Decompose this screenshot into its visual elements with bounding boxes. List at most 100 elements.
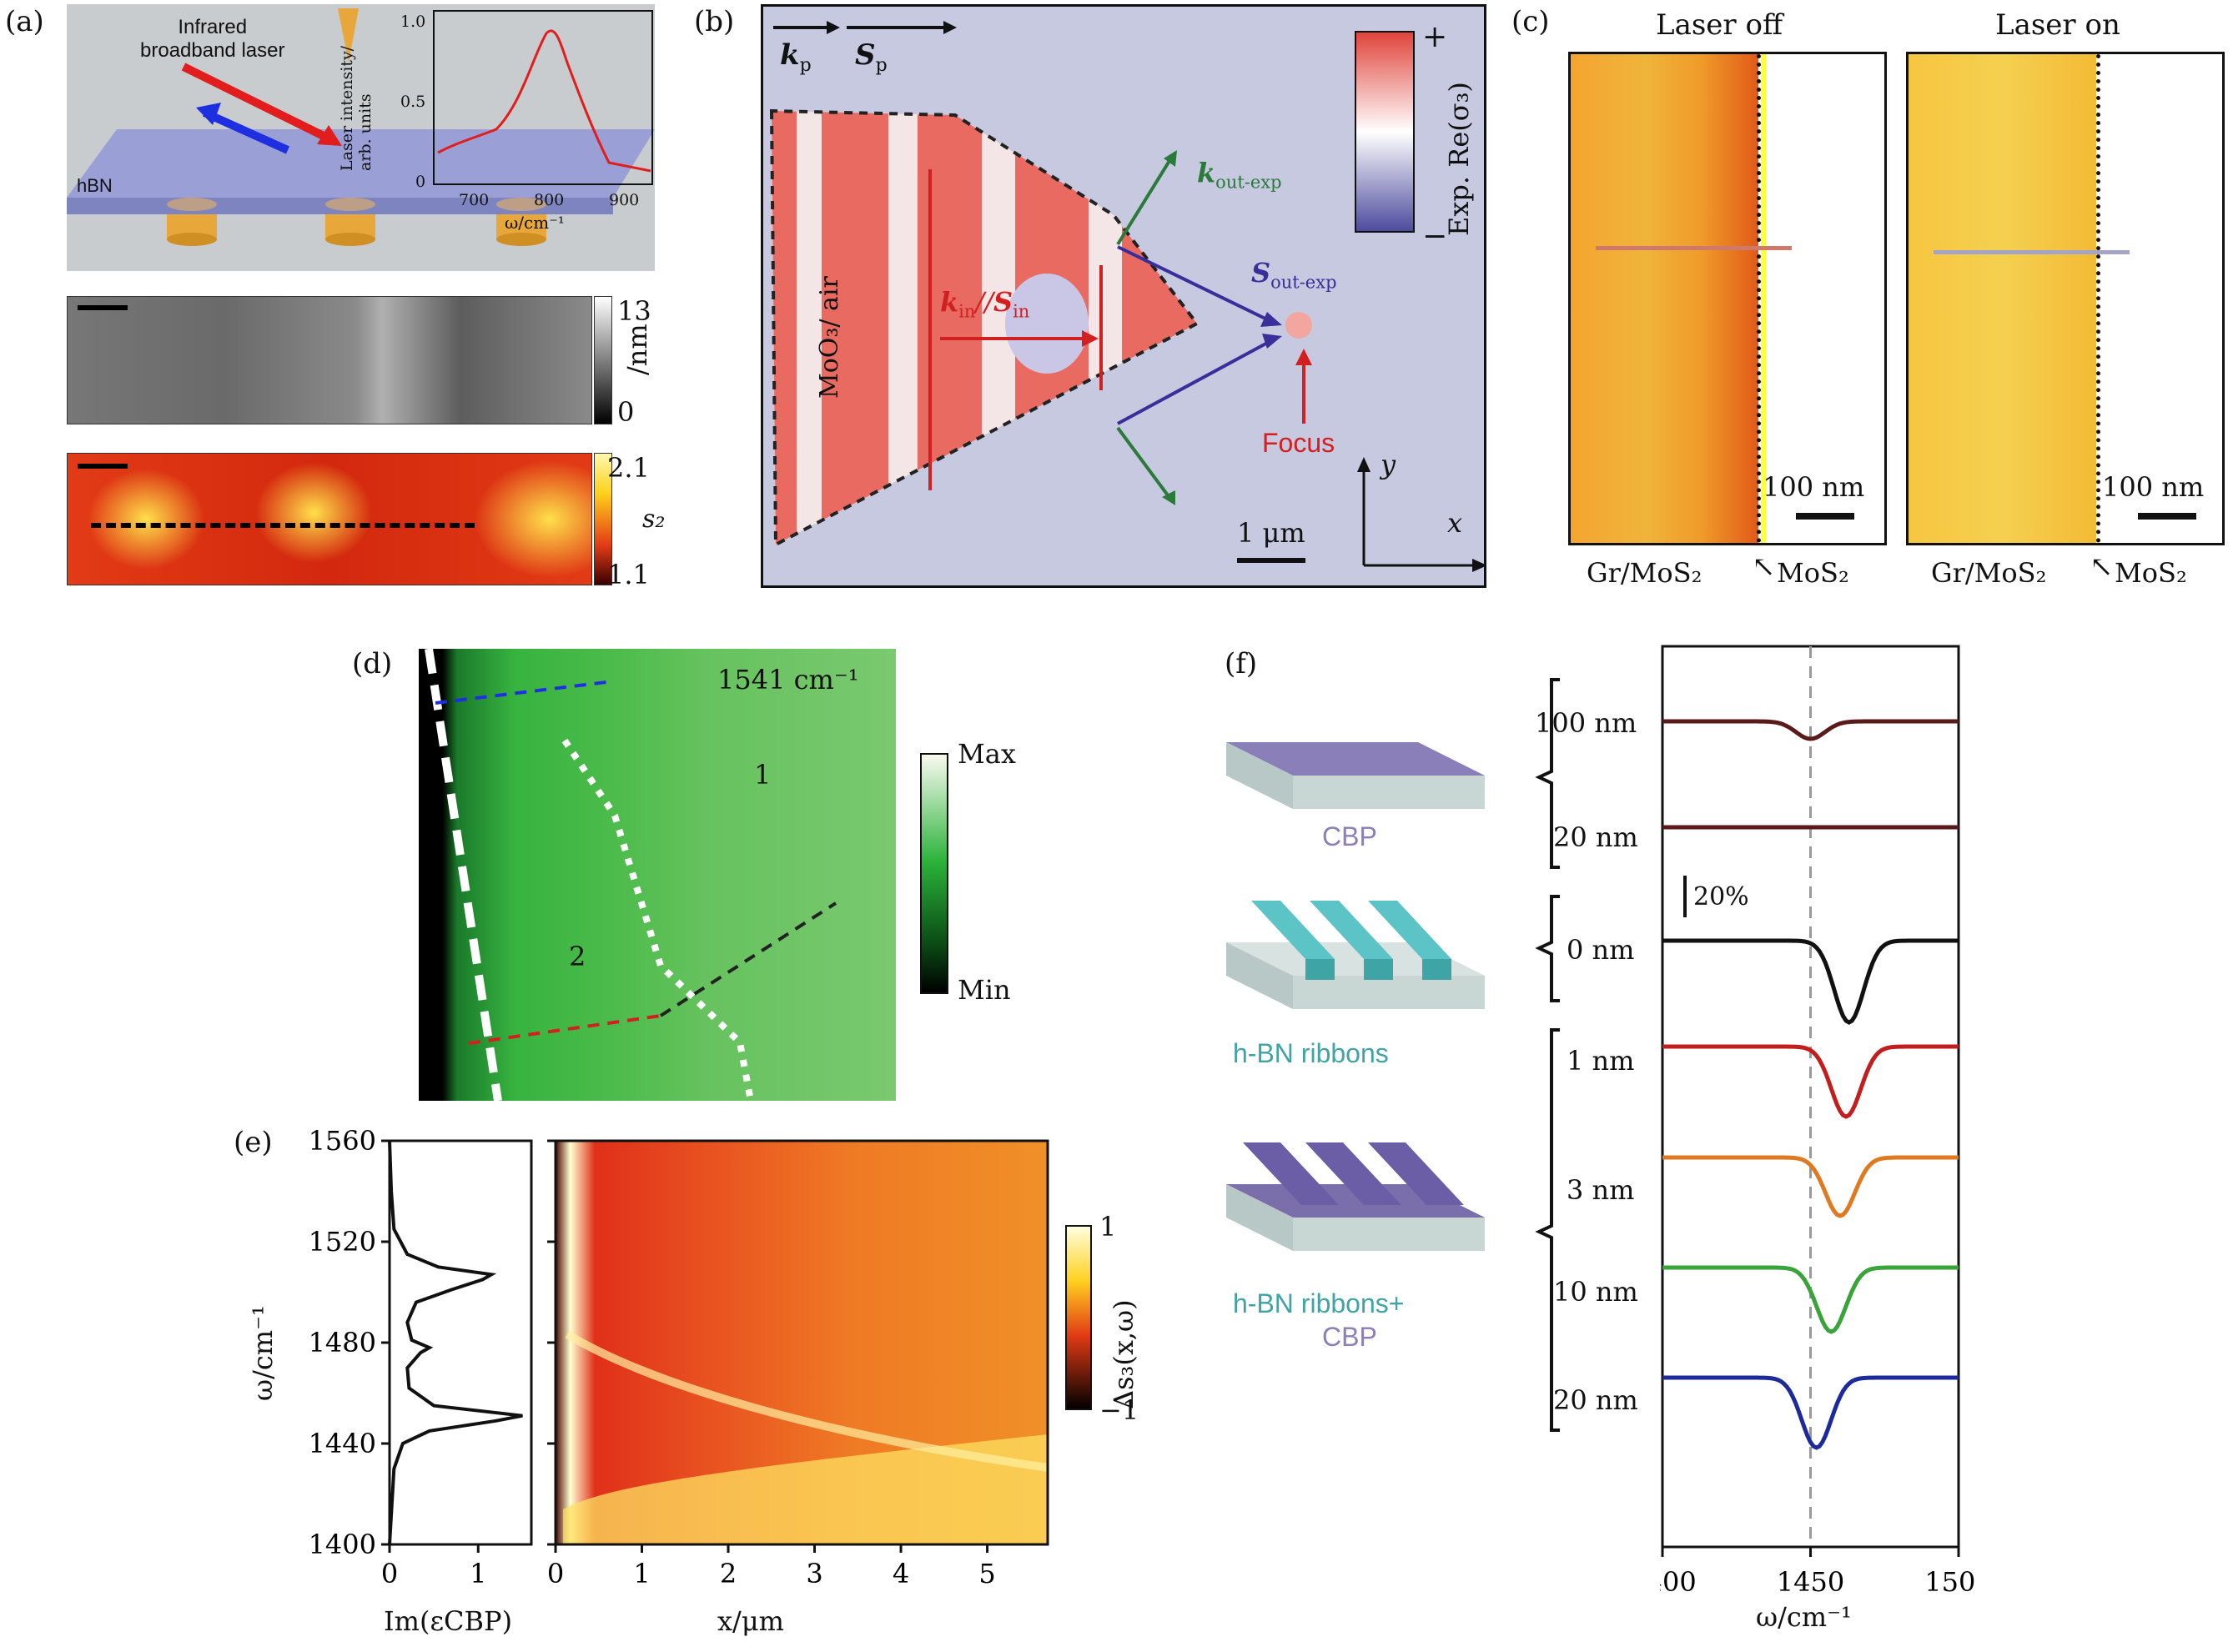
f-series-label-20nm-cbp: 20 nm: [1553, 821, 1638, 853]
e-right-ticks: 0 1 2 3 4 5: [547, 1139, 996, 1589]
e-cbar-max: 1: [1099, 1211, 1117, 1243]
laser-off-map: 100 nm: [1568, 52, 1887, 545]
inset-y-tick-1: 1.0: [400, 13, 426, 31]
f-label-ribbons: h-BN ribbons: [1233, 1038, 1389, 1068]
panel-e-svg: 1400 1440 1480 1520 1560 0 1 0 1 2 3 4 5: [309, 1125, 1092, 1589]
f-label-ribbons-plus: h-BN ribbons+: [1233, 1288, 1405, 1318]
topo-unit: /nm: [621, 324, 653, 375]
d-region-1: 1: [754, 759, 772, 791]
hbn-slab-top: [67, 129, 655, 198]
k-out-arrow-upper: [1116, 155, 1174, 246]
f-xlabel: ω/cm⁻¹: [1756, 1601, 1852, 1633]
laser-label: Infrared broadband laser: [140, 16, 285, 62]
afm-tip: [338, 8, 359, 63]
flake-outline: [769, 108, 1200, 548]
f-series-label-100nm: 100 nm: [1535, 707, 1637, 739]
s2-cbar-min: 1.1: [607, 559, 650, 590]
f-schematics: [1226, 742, 1485, 1251]
e-ytick-label: 1520: [309, 1226, 376, 1258]
f-braces: [1535, 678, 1560, 1432]
e-ytick-label: 1480: [309, 1327, 376, 1358]
e-right-xtick-label: 3: [806, 1558, 822, 1589]
topo-cbar-min: 0: [617, 396, 635, 428]
black-dashed-cut: [659, 901, 837, 1017]
edge-line-on: [2096, 54, 2100, 543]
e-cbar-min: −1: [1099, 1394, 1139, 1426]
panel-a-schematic: Infrared broadband laser hBN 1.0 0.5 0 7…: [67, 4, 655, 271]
f-series-label-0nm: 0 nm: [1567, 934, 1635, 966]
cbar-minus: −: [1422, 219, 1448, 254]
topo-cbar-max: 13: [617, 295, 651, 327]
c-off-right-label: MoS₂: [1777, 557, 1849, 589]
f-spectrum-line: [1662, 1265, 1959, 1334]
f-series-label-3nm: 3 nm: [1567, 1174, 1635, 1206]
gr-mos2-region-on: [1909, 54, 2096, 543]
panel-e-label: (e): [234, 1126, 273, 1159]
b-scale-label: 1 μm: [1237, 517, 1305, 549]
panel-a-label: (a): [5, 5, 44, 38]
panel-b-map: kp Sp MoO₃/ air kin//Sin kout-exp Sout-e…: [761, 4, 1486, 588]
panel-d-map: 1541 cm⁻¹ 1 2: [419, 649, 896, 1101]
panel-a-schematic-svg: [67, 8, 655, 246]
inset-x-tick-800: 800: [534, 191, 565, 209]
inset-axes: [433, 10, 653, 185]
inset-xlabel: ω/cm⁻¹: [505, 213, 565, 233]
c-off-arrow: ↖: [1752, 550, 1776, 584]
kin-sin-label: kin//Sin: [940, 286, 1030, 322]
e-heatmap-fringe: [565, 1330, 1049, 1472]
edge-dashed-white: [425, 649, 502, 1101]
e-left-xtick-label: 1: [470, 1558, 486, 1589]
scale-bar-on: [2138, 513, 2196, 520]
s-out-arrow-upper: [1117, 245, 1273, 324]
title-laser-off: Laser off: [1656, 8, 1783, 42]
inset-x-tick-900: 900: [609, 191, 640, 209]
e-left-axes: [388, 1139, 533, 1546]
kp-label: kp: [780, 38, 812, 76]
k-out-arrow-lower: [1116, 426, 1172, 500]
f-series-label-1nm: 1 nm: [1567, 1045, 1635, 1077]
f-series-label-10nm: 10 nm: [1553, 1276, 1638, 1308]
d-cbar-min: Min: [958, 974, 1011, 1006]
blue-dashed-cut: [435, 680, 607, 705]
e-right-xtick-label: 0: [547, 1558, 564, 1589]
c-on-arrow: ↖: [2090, 550, 2114, 584]
panel-f-label: (f): [1225, 647, 1258, 680]
panel-f-svg: 1400 1450 1500: [1660, 645, 1977, 1598]
e-right-xlabel: x/μm: [717, 1605, 784, 1637]
s2-cbar-max: 2.1: [607, 452, 650, 484]
cbar-plus: +: [1422, 20, 1448, 54]
panel-b-svg: [769, 21, 1484, 572]
f-spectrum-line: [1662, 938, 1959, 1025]
f-scale-bar-label: 20%: [1693, 882, 1749, 911]
linecut-off: [1596, 246, 1792, 250]
inset-y-tick-0: 0: [415, 173, 426, 191]
topo-scale-bar: [78, 305, 128, 310]
e-right-xtick-label: 4: [893, 1558, 909, 1589]
linecut-on: [1934, 250, 2130, 254]
focus-label: Focus: [1262, 428, 1335, 458]
s-out-arrow-lower: [1117, 339, 1273, 425]
f-ticks: 1400 1450 1500: [1660, 1547, 1977, 1598]
e-left-xtick-label: 0: [381, 1558, 398, 1589]
cbp-coated-ribbons: [1243, 1142, 1464, 1205]
f-label-cbp: CBP: [1322, 821, 1377, 851]
e-left-ticks: 1400 1440 1480 1520 1560 0 1: [309, 1125, 487, 1589]
laser-spectrum-line: [437, 29, 651, 173]
gold-pillars: [167, 198, 546, 246]
e-ytick-label: 1440: [309, 1428, 376, 1459]
im-eps-cbp-line: [388, 1140, 523, 1545]
e-colorbar: [1065, 1225, 1092, 1410]
topo-colorbar: [594, 296, 612, 424]
scale-bar-off: [1796, 513, 1854, 520]
f-curves: [1662, 719, 1959, 1450]
laser-out-arrow: [202, 108, 290, 154]
sp-label: Sp: [855, 38, 888, 76]
e-heatmap-bright-band: [563, 1434, 1048, 1544]
white-dotted-boundary: [561, 738, 754, 1101]
laser-in-arrow: [181, 63, 338, 146]
c-on-left-label: Gr/MoS₂: [1931, 557, 2047, 589]
f-xtick-label: 1500: [1924, 1566, 1977, 1598]
y-axis-label: y: [1381, 449, 1396, 480]
kout-label: kout-exp: [1197, 157, 1282, 193]
f-label-cbp-2: CBP: [1322, 1322, 1377, 1352]
